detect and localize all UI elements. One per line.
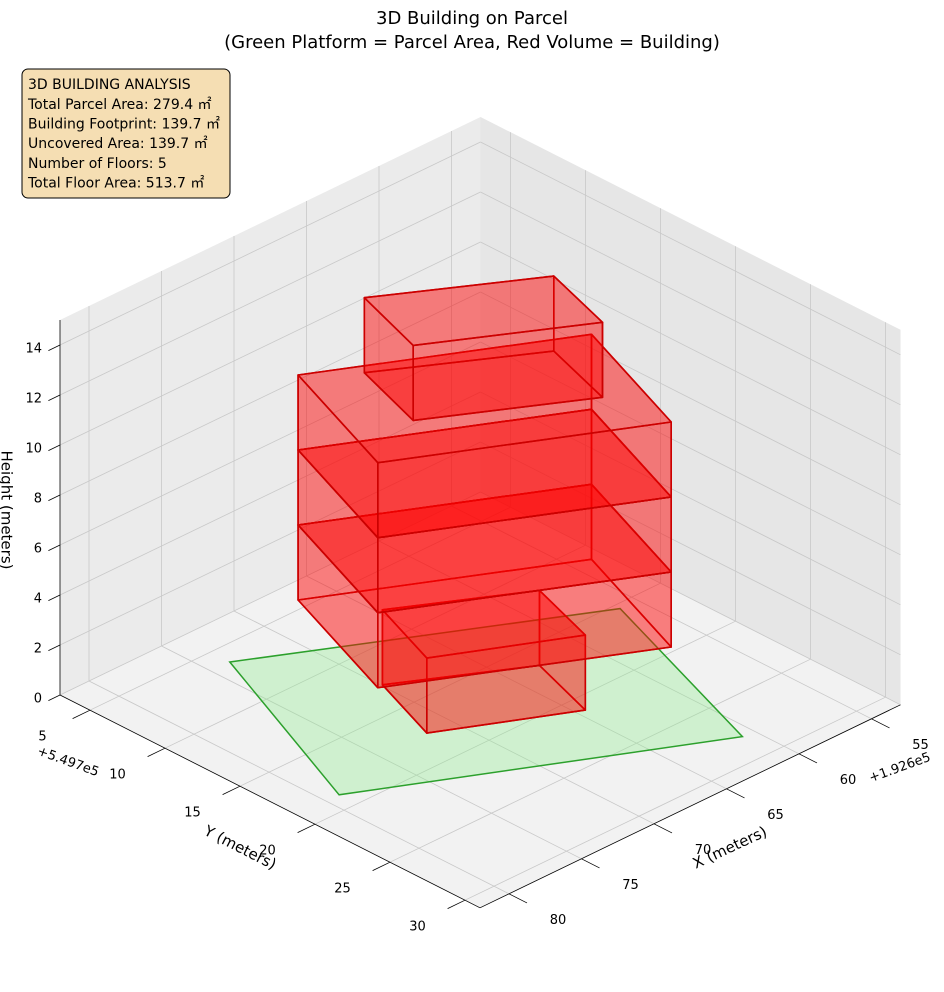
- grid-line: [59, 191, 481, 396]
- grid-line: [464, 696, 886, 901]
- x-offset-label: +1.926e5: [867, 750, 933, 786]
- floor-top: [297, 333, 673, 464]
- tick-mark: [48, 494, 61, 501]
- z-tick-label: 12: [25, 392, 42, 407]
- grid-line: [88, 680, 510, 895]
- grid-line: [480, 291, 901, 506]
- y-tick-label: 10: [109, 768, 126, 783]
- y-tick-label: 15: [184, 806, 201, 821]
- info-line: Number of Floors: 5: [28, 156, 167, 172]
- grid-line: [59, 241, 481, 446]
- y-tick-label: 20: [259, 844, 276, 859]
- grid-line: [59, 291, 481, 496]
- tick-mark: [48, 394, 61, 401]
- y-offset-label: +5.497e5: [35, 744, 101, 780]
- grid-line: [480, 341, 901, 556]
- z-tick-label: 10: [25, 442, 42, 457]
- tick-mark: [447, 899, 466, 909]
- chart-subtitle: (Green Platform = Parcel Area, Red Volum…: [224, 32, 720, 53]
- info-box: [21, 68, 231, 199]
- tick-mark: [653, 823, 673, 834]
- x-tick-label: 65: [767, 808, 784, 823]
- x-tick-label: 55: [912, 738, 929, 753]
- z-tick-label: 2: [34, 642, 42, 657]
- grid-line: [233, 610, 655, 825]
- floor-pane: [60, 492, 901, 908]
- grid-line: [239, 582, 661, 787]
- info-line: Building Footprint: 139.7 ㎡: [28, 117, 220, 133]
- tick-mark: [48, 544, 61, 551]
- grid-line: [59, 341, 481, 546]
- x-tick-label: 70: [695, 843, 712, 858]
- tick-mark: [581, 858, 600, 869]
- info-line: Total Parcel Area: 279.4 ㎡: [27, 97, 212, 113]
- grid-line: [378, 540, 800, 755]
- info-line: Uncovered Area: 139.7 ㎡: [28, 136, 208, 152]
- grid-line: [59, 391, 481, 596]
- grid-line: [164, 544, 586, 749]
- grid-line: [59, 141, 481, 346]
- z-tick-label: 4: [34, 592, 42, 607]
- x-tick-label: 60: [840, 773, 857, 788]
- grid-line: [480, 391, 901, 606]
- z-tick-label: 0: [34, 692, 42, 707]
- tick-mark: [508, 893, 528, 904]
- tick-mark: [48, 444, 61, 451]
- tick-mark: [48, 344, 61, 351]
- x-axis-line: [479, 704, 901, 909]
- tick-mark: [372, 861, 391, 871]
- grid-line: [389, 658, 811, 863]
- grid-line: [161, 645, 582, 860]
- chart-title: 3D Building on Parcel: [376, 8, 568, 29]
- z-tick-label: 6: [34, 542, 42, 557]
- info-line: Total Floor Area: 513.7 ㎡: [27, 175, 204, 191]
- left-pane: [60, 117, 481, 695]
- tick-mark: [48, 694, 61, 701]
- tick-mark: [297, 823, 316, 833]
- tick-mark: [726, 788, 745, 799]
- y-tick-label: 30: [409, 920, 426, 935]
- grid-line: [451, 505, 872, 720]
- grid-line: [480, 191, 901, 406]
- tick-mark: [871, 718, 890, 729]
- grid-line: [89, 506, 511, 711]
- x-tick-label: 80: [550, 913, 567, 928]
- tick-mark: [48, 644, 61, 651]
- tick-mark: [72, 709, 91, 719]
- tick-mark: [798, 753, 818, 764]
- z-axis-label: Height (meters): [0, 451, 16, 570]
- y-axis-line: [59, 694, 481, 909]
- tick-mark: [48, 594, 61, 601]
- grid-line: [59, 441, 481, 646]
- grid-line: [480, 441, 901, 656]
- grid-line: [480, 141, 901, 356]
- info-title: 3D BUILDING ANALYSIS: [28, 77, 191, 93]
- tick-mark: [147, 747, 166, 757]
- z-tick-label: 8: [34, 492, 42, 507]
- y-tick-label: 5: [38, 730, 46, 745]
- grid-line: [480, 241, 901, 456]
- grid-line: [480, 491, 901, 706]
- x-tick-label: 75: [622, 878, 639, 893]
- tick-mark: [222, 785, 241, 795]
- grid-line: [59, 491, 481, 696]
- y-tick-label: 25: [334, 882, 351, 897]
- z-tick-label: 14: [25, 342, 42, 357]
- floor-top: [363, 275, 604, 347]
